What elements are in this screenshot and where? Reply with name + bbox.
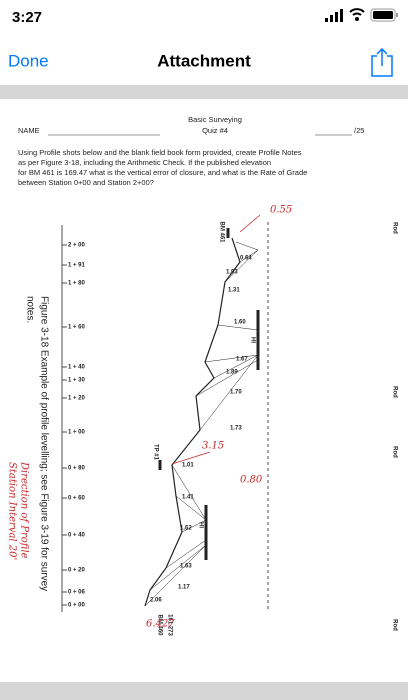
station-label: 0 + 40 [68, 533, 86, 539]
rod-reading: 1.89 [226, 370, 238, 376]
instruction-line: as per Figure 3-18, including the Arithm… [18, 158, 271, 167]
figure-caption: notes. [24, 296, 35, 323]
handwritten-note: 6.427 [146, 619, 175, 630]
hi-label: HI [249, 337, 255, 343]
station-label: 1 + 20 [68, 396, 86, 402]
rod-reading: 1.73 [230, 426, 242, 432]
rod-reading: 1.60 [234, 320, 246, 326]
rod-reading: 1.01 [182, 463, 194, 469]
rod-reading: 2.06 [150, 598, 162, 604]
station-label: 1 + 60 [68, 325, 86, 331]
rod-reading: 1.31 [228, 288, 240, 294]
viewer-background [0, 85, 408, 99]
rod-reading: 1.67 [236, 357, 248, 363]
handwritten-note: 0.55 [270, 205, 292, 216]
status-time: 3:27 [12, 9, 42, 26]
rod-reading: 1.70 [230, 390, 242, 396]
station-label: 0 + 20 [68, 568, 86, 574]
course-title: Basic Surveying [188, 115, 242, 124]
rod-label: Rod [391, 619, 397, 631]
handwritten-note: Station Interval 20' [7, 462, 18, 560]
rod-reading: 1.41 [182, 495, 194, 501]
station-label: 1 + 40 [68, 365, 86, 371]
name-label: NAME [18, 126, 40, 135]
handwritten-note: 0.80 [240, 475, 263, 486]
station-label: 1 + 80 [68, 281, 86, 287]
instruction-line: Using Profile shots below and the blank … [18, 148, 302, 157]
done-button[interactable]: Done [8, 51, 49, 70]
rod-reading: 1.93 [226, 270, 238, 276]
score: /25 [354, 126, 364, 135]
quiz-title: Quiz #4 [202, 126, 228, 135]
viewer-background [0, 682, 408, 700]
status-icons [325, 8, 398, 22]
instruction-line: for BM 461 is 169.47 what is the vertica… [18, 168, 307, 177]
station-label: 0 + 60 [68, 496, 86, 502]
tp-label: TP #1 [152, 444, 158, 461]
nav-title: Attachment [157, 51, 251, 70]
instruction-line: between Station 0+00 and Station 2+00? [18, 178, 154, 187]
rod-label: Rod [391, 222, 397, 234]
rod-reading: 1.62 [180, 526, 192, 532]
station-label: 0 + 80 [68, 466, 86, 472]
share-button[interactable] [371, 47, 393, 77]
rod-reading: 1.17 [178, 585, 190, 591]
station-label: 2 + 00 [68, 243, 86, 249]
bm-label: BM 461 [218, 221, 224, 243]
rod-reading: 1.63 [180, 564, 192, 570]
handwritten-note: 3.15 [202, 441, 224, 452]
rod-reading: 0.64 [240, 256, 252, 262]
rod-label: Rod [391, 386, 397, 398]
station-label: 0 + 00 [68, 603, 86, 609]
figure-caption: Figure 3-18 Example of profile levelling… [38, 296, 49, 591]
station-label: 1 + 30 [68, 378, 86, 384]
station-label: 1 + 91 [68, 263, 86, 269]
station-label: 1 + 00 [68, 430, 86, 436]
station-label: 0 + 06 [68, 590, 86, 596]
hi-label: HI [197, 522, 203, 528]
profile-figure [61, 214, 269, 612]
bm-label: BM 460 [156, 614, 162, 636]
bm-elevation: 161.273 [166, 614, 172, 636]
rod-label: Rod [391, 446, 397, 458]
handwritten-note: Direction of Profile [19, 461, 30, 559]
